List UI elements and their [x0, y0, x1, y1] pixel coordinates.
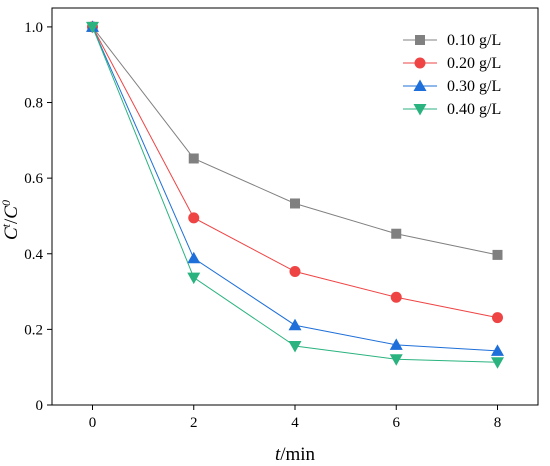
data-point — [288, 318, 302, 331]
legend-label: 0.40 g/L — [447, 101, 501, 118]
legend: 0.10 g/L 0.20 g/L 0.30 g/L 0.40 g/L — [403, 32, 501, 118]
data-point — [188, 153, 199, 164]
data-point — [187, 272, 201, 285]
legend-item: 0.40 g/L — [403, 101, 501, 118]
series-2 — [87, 21, 503, 324]
y-tick-label: 0.8 — [24, 96, 43, 112]
y-axis-label: Ct/C0 — [0, 200, 22, 240]
legend-label: 0.10 g/L — [447, 32, 501, 49]
x-axis-label: t/min — [275, 444, 316, 465]
data-point — [86, 21, 99, 34]
y-tick-label: 0.6 — [24, 171, 43, 187]
data-point — [391, 228, 402, 239]
data-point — [389, 338, 403, 350]
series-3 — [86, 20, 504, 356]
data-point — [390, 291, 402, 303]
series-4 — [86, 21, 504, 369]
x-tick-label: 0 — [89, 415, 97, 431]
x-tick-label: 2 — [190, 415, 198, 431]
data-point — [289, 266, 301, 278]
legend-item: 0.10 g/L — [403, 32, 501, 49]
data-point — [492, 249, 503, 260]
legend-marker — [413, 104, 427, 116]
data-point — [491, 344, 504, 356]
data-point — [187, 251, 201, 264]
data-point — [290, 198, 300, 209]
legend-marker — [414, 57, 426, 69]
data-point — [288, 341, 302, 353]
legend-label: 0.20 g/L — [447, 55, 501, 72]
legend-item: 0.20 g/L — [403, 55, 501, 72]
data-point — [492, 312, 503, 324]
data-point — [491, 357, 504, 369]
x-tick-label: 8 — [494, 415, 502, 431]
series-1 — [87, 21, 503, 260]
legend-label: 0.30 g/L — [447, 78, 501, 95]
y-tick-label: 0 — [36, 398, 44, 414]
series-line — [92, 26, 498, 363]
y-tick-label: 0.2 — [24, 322, 43, 338]
series-layer — [86, 20, 504, 369]
data-point — [389, 354, 403, 366]
x-tick-label: 6 — [393, 415, 401, 431]
series-line — [92, 26, 498, 352]
legend-item: 0.30 g/L — [403, 78, 501, 95]
legend-marker — [415, 35, 425, 45]
y-tick-label: 1.0 — [24, 20, 43, 36]
data-point — [188, 212, 200, 224]
y-tick-label: 0.4 — [24, 247, 43, 263]
axes-layer: 0 2 4 6 8 0 0.2 0.4 0.6 0.8 1.0 — [24, 20, 501, 431]
legend-marker — [413, 79, 427, 91]
x-tick-label: 4 — [291, 415, 299, 431]
